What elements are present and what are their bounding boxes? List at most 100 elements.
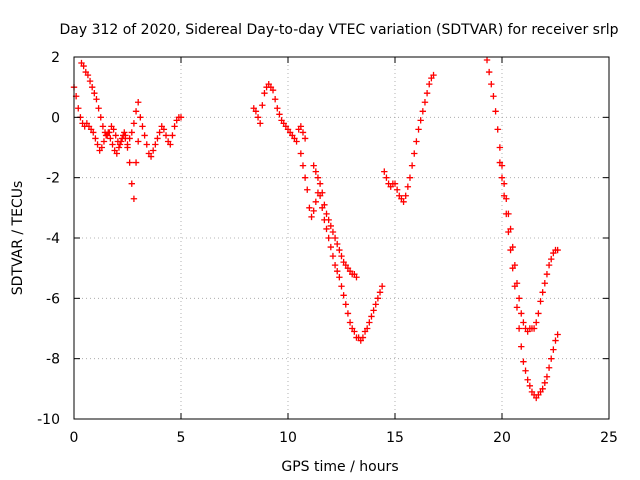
data-point xyxy=(430,71,437,79)
data-point xyxy=(421,99,429,106)
data-point xyxy=(323,210,330,218)
data-point xyxy=(329,252,337,260)
data-point xyxy=(299,129,307,136)
data-point xyxy=(351,328,358,335)
data-point xyxy=(406,174,414,181)
y-axis-title: SDTVAR / TECUs xyxy=(10,181,26,296)
data-point xyxy=(177,114,185,121)
data-point xyxy=(419,108,427,115)
data-point xyxy=(132,159,140,166)
data-point xyxy=(323,225,330,233)
data-point xyxy=(327,243,334,251)
data-point xyxy=(297,150,305,157)
data-point xyxy=(84,71,92,79)
data-point xyxy=(310,162,317,169)
data-point xyxy=(552,337,559,344)
data-point xyxy=(548,255,555,263)
data-point xyxy=(106,129,113,136)
data-point xyxy=(518,310,525,317)
data-point xyxy=(93,96,100,103)
data-point xyxy=(520,358,527,365)
series-segment-3c xyxy=(355,283,386,344)
data-point xyxy=(160,126,168,133)
data-point xyxy=(95,105,102,112)
data-point xyxy=(171,123,178,130)
data-point xyxy=(402,192,409,199)
series-segment-1c xyxy=(122,99,185,160)
data-point xyxy=(80,62,87,70)
data-point xyxy=(541,379,548,386)
data-point xyxy=(316,180,324,187)
data-point xyxy=(417,117,424,124)
data-point xyxy=(319,189,326,196)
data-point xyxy=(126,135,133,142)
data-point xyxy=(126,159,133,166)
data-point xyxy=(400,198,407,205)
data-point xyxy=(116,141,124,148)
data-point xyxy=(331,234,339,242)
data-point xyxy=(75,105,82,112)
data-point xyxy=(327,222,334,230)
data-point xyxy=(404,183,412,190)
data-point xyxy=(494,126,501,133)
data-point xyxy=(485,68,493,76)
data-point xyxy=(334,240,341,248)
data-point xyxy=(306,204,313,212)
data-point xyxy=(336,246,343,254)
data-point xyxy=(505,228,512,236)
data-point xyxy=(541,280,548,287)
data-point xyxy=(408,162,416,169)
data-point xyxy=(115,144,123,151)
x-tick-label: 10 xyxy=(279,430,297,446)
data-point xyxy=(312,198,320,205)
series-segment-4 xyxy=(381,71,437,205)
data-point xyxy=(304,186,311,193)
data-point xyxy=(500,180,508,187)
data-point xyxy=(353,274,360,281)
data-point xyxy=(118,135,126,142)
data-point xyxy=(520,319,527,326)
data-point xyxy=(92,135,99,142)
data-point xyxy=(554,246,561,254)
data-point xyxy=(121,129,128,136)
data-point xyxy=(259,102,266,109)
data-point xyxy=(132,108,140,115)
data-point xyxy=(488,80,495,88)
data-point xyxy=(256,120,264,127)
data-point xyxy=(321,201,328,209)
data-point xyxy=(301,174,309,181)
data-point xyxy=(490,93,497,100)
data-point xyxy=(308,213,315,221)
x-tick-label: 15 xyxy=(386,430,404,446)
data-point xyxy=(522,367,529,374)
data-point xyxy=(533,319,540,326)
x-tick-label: 25 xyxy=(600,430,618,446)
data-point xyxy=(276,111,283,118)
data-point xyxy=(340,292,347,299)
series-segment-5a xyxy=(483,56,561,335)
data-point xyxy=(334,267,341,275)
data-point xyxy=(107,135,114,142)
data-point xyxy=(261,90,268,97)
data-point xyxy=(518,343,525,350)
data-point xyxy=(91,90,98,97)
data-point xyxy=(359,334,367,341)
data-point xyxy=(543,271,551,278)
grid-lines xyxy=(74,57,609,419)
data-point xyxy=(135,99,142,106)
data-point xyxy=(537,298,544,305)
data-point xyxy=(301,135,309,142)
series-segment-1a xyxy=(70,83,142,202)
data-point xyxy=(252,108,260,115)
data-point xyxy=(376,289,384,296)
x-tick-label: 5 xyxy=(177,430,186,446)
x-tick-label: 20 xyxy=(493,430,511,446)
data-point xyxy=(492,108,499,115)
data-point xyxy=(374,295,382,302)
data-point xyxy=(149,147,157,154)
data-point xyxy=(97,114,104,121)
data-point xyxy=(162,132,170,139)
data-point xyxy=(496,159,504,166)
data-point xyxy=(378,283,386,290)
data-point xyxy=(426,80,433,88)
